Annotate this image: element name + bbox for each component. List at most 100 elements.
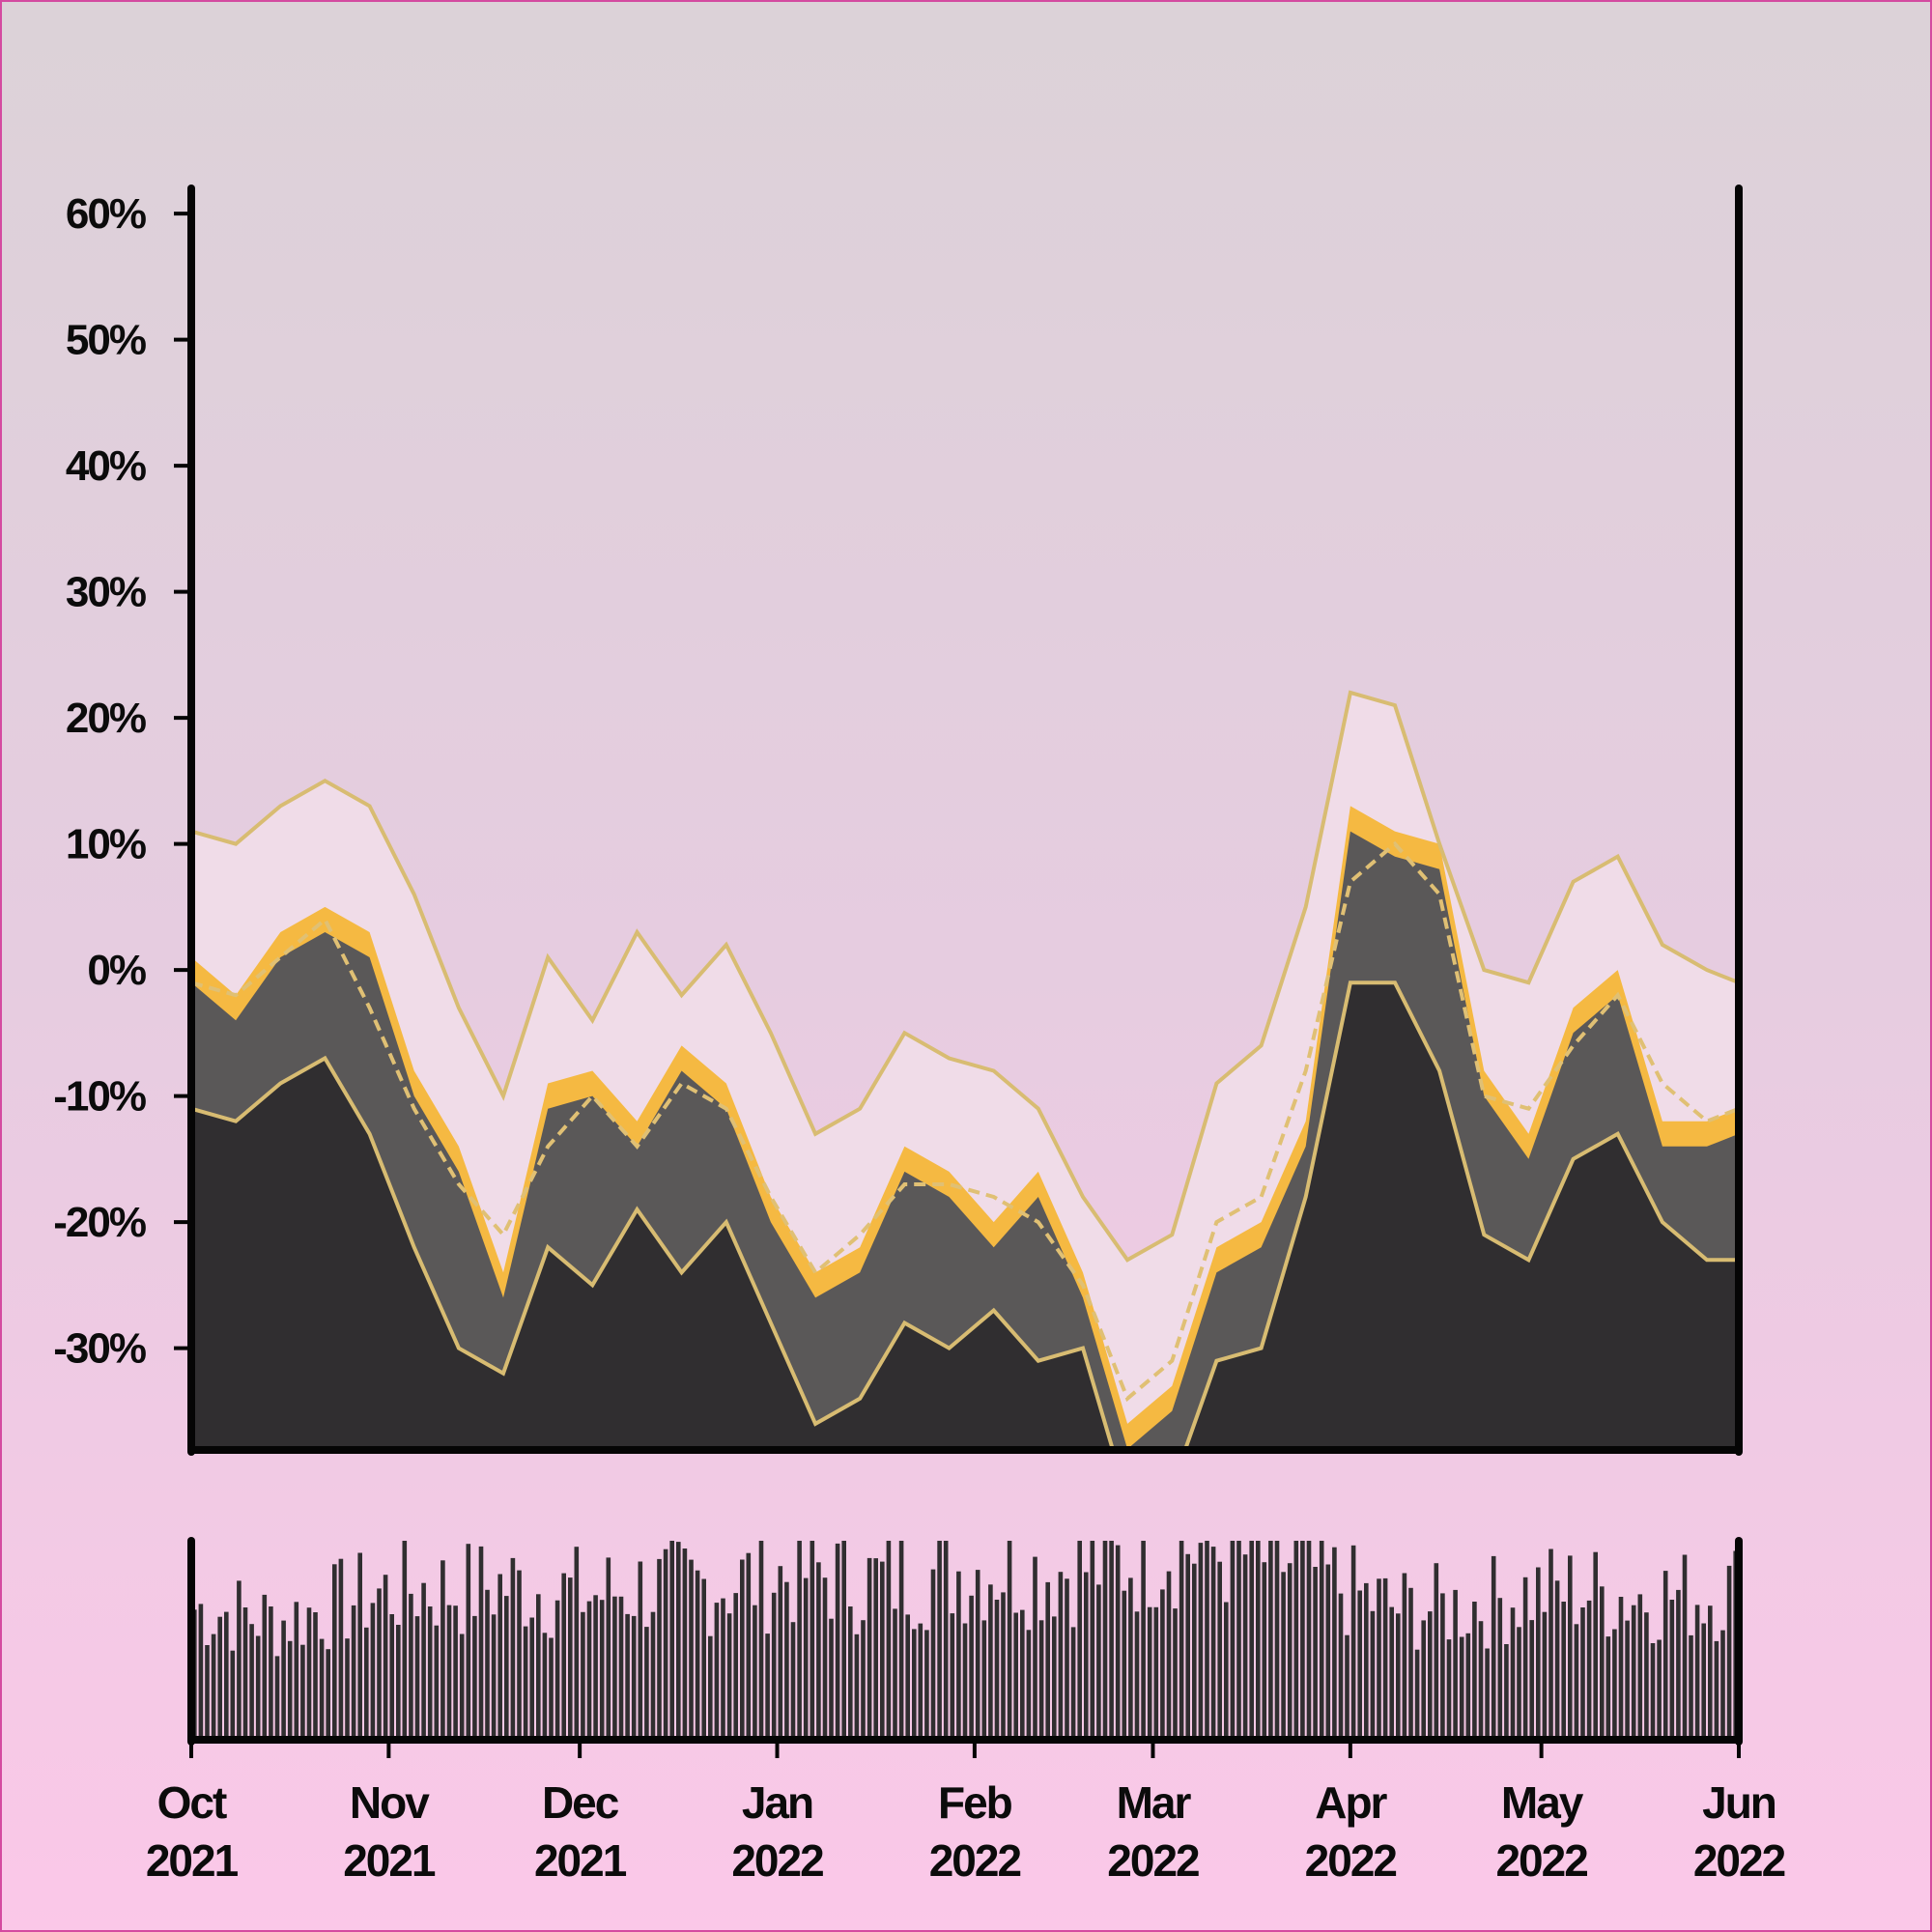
volume-bar — [1230, 1541, 1236, 1739]
volume-bar — [561, 1573, 566, 1739]
volume-bar — [873, 1558, 878, 1739]
volume-bar — [829, 1618, 834, 1739]
y-axis-ticks: 60% 50% 40% 30% 20% 10% 0% -10% -20% -30% — [53, 190, 191, 1373]
volume-bar — [529, 1617, 534, 1739]
volume-bar — [1714, 1640, 1719, 1739]
volume-bar — [351, 1605, 356, 1739]
volume-bar — [740, 1559, 745, 1739]
volume-bar — [1574, 1624, 1579, 1739]
volume-bar — [708, 1635, 713, 1739]
volume-bar — [644, 1627, 649, 1739]
volume-bar — [1306, 1541, 1312, 1739]
volume-bar — [1657, 1639, 1662, 1739]
volume-bar — [1313, 1567, 1318, 1739]
volume-bar — [1421, 1620, 1426, 1739]
volume-bar — [1689, 1634, 1693, 1739]
volume-bar — [797, 1541, 802, 1739]
volume-bar — [440, 1560, 445, 1739]
volume-bar — [402, 1541, 408, 1739]
x-tick-label-month: Oct — [157, 1777, 227, 1828]
y-tick-label: 10% — [66, 821, 146, 868]
y-tick-label: 50% — [66, 317, 146, 364]
volume-bar — [778, 1566, 783, 1739]
volume-bar — [1637, 1594, 1643, 1739]
volume-bar — [262, 1594, 268, 1739]
volume-bar — [1001, 1592, 1006, 1739]
volume-bar — [1701, 1623, 1706, 1739]
volume-bar — [1554, 1580, 1560, 1739]
volume-bar — [676, 1542, 681, 1739]
volume-bar — [224, 1611, 229, 1739]
volume-bar — [701, 1578, 706, 1739]
volume-bar — [1256, 1541, 1261, 1739]
volume-bar — [414, 1616, 420, 1739]
volume-bar — [1350, 1545, 1356, 1739]
volume-bar — [981, 1620, 987, 1739]
volume-bar — [861, 1620, 866, 1739]
volume-bar — [1058, 1572, 1064, 1739]
volume-bar — [1293, 1541, 1299, 1739]
volume-bar — [459, 1634, 465, 1739]
volume-panel: Oct 2021 Nov 2021 Dec 2021 Jan 2022 Feb 2022 Mar 20… — [146, 1537, 1787, 1886]
volume-bar — [517, 1570, 522, 1739]
volume-bar — [1242, 1554, 1248, 1739]
volume-bar — [1568, 1555, 1573, 1739]
volume-bar — [956, 1571, 961, 1739]
volume-bar — [988, 1584, 993, 1739]
volume-bar — [434, 1625, 440, 1739]
volume-bar — [848, 1606, 853, 1739]
volume-bar — [332, 1564, 337, 1739]
volume-bar — [905, 1614, 910, 1739]
volume-bar — [1128, 1577, 1133, 1739]
y-tick-label: 30% — [66, 569, 146, 616]
volume-bar — [1542, 1611, 1548, 1739]
volume-bar — [593, 1595, 598, 1739]
x-tick-label-year: 2021 — [146, 1835, 239, 1886]
volume-bar — [1517, 1627, 1521, 1739]
volume-bar — [803, 1577, 809, 1739]
volume-bar — [1198, 1543, 1204, 1739]
volume-bar — [1332, 1547, 1337, 1739]
volume-bar — [338, 1558, 344, 1739]
x-tick-label-month: Mar — [1117, 1777, 1192, 1828]
volume-bar — [300, 1644, 305, 1739]
volume-bar — [695, 1570, 700, 1739]
volume-bar — [682, 1548, 688, 1739]
lower-band-line — [191, 980, 1739, 1449]
volume-bar — [1281, 1572, 1286, 1739]
volume-bar — [1389, 1606, 1394, 1739]
volume-bar — [625, 1613, 630, 1739]
volume-bar — [1210, 1547, 1216, 1739]
volume-bar — [1682, 1554, 1688, 1739]
volume-bar — [1434, 1563, 1439, 1739]
volume-bar — [217, 1616, 222, 1739]
volume-bar — [1364, 1582, 1369, 1739]
volume-bar — [281, 1620, 286, 1739]
volume-bar — [1185, 1553, 1190, 1739]
volume-bar — [1561, 1602, 1566, 1739]
volume-bar — [1052, 1616, 1057, 1739]
y-tick-label: 60% — [66, 190, 146, 238]
volume-bar — [510, 1557, 516, 1739]
volume-bar — [1453, 1589, 1458, 1739]
volume-bar — [994, 1600, 1000, 1739]
volume-bar — [841, 1541, 846, 1739]
volume-bar — [1262, 1562, 1267, 1739]
volume-bar — [631, 1615, 637, 1739]
x-tick-label-year: 2022 — [1305, 1835, 1397, 1886]
volume-bar — [357, 1552, 362, 1739]
volume-bar — [453, 1605, 458, 1739]
volume-bar — [1402, 1573, 1407, 1739]
volume-bar — [364, 1627, 369, 1739]
volume-bar — [784, 1581, 789, 1739]
volume-bar — [1662, 1571, 1668, 1739]
volume-bar — [237, 1580, 242, 1739]
volume-bar — [1268, 1541, 1273, 1739]
x-tick-label-month: Dec — [542, 1777, 619, 1828]
volume-bar — [1497, 1598, 1503, 1739]
volume-bar — [1440, 1593, 1445, 1739]
volume-bar — [975, 1570, 980, 1739]
volume-bar — [1548, 1548, 1553, 1739]
volume-bar — [1179, 1541, 1184, 1739]
